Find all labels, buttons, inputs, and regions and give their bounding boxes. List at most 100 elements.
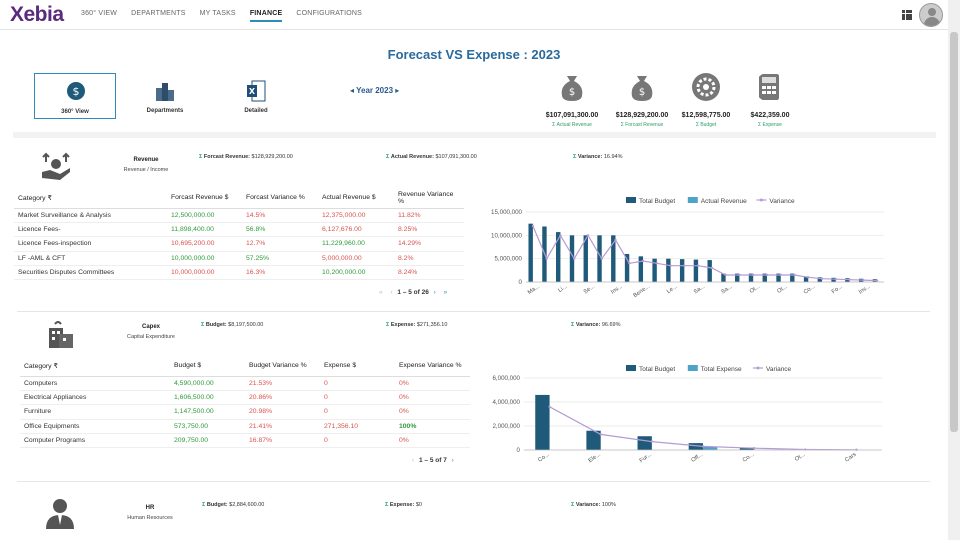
column-header[interactable]: Actual Revenue $ bbox=[318, 188, 394, 209]
bar-total-budget[interactable] bbox=[790, 273, 795, 282]
variance-point[interactable] bbox=[614, 238, 617, 242]
bar-total-budget[interactable] bbox=[748, 273, 754, 282]
variance-point[interactable] bbox=[820, 277, 824, 280]
legend-swatch[interactable] bbox=[687, 365, 698, 371]
next-page-icon[interactable]: › bbox=[451, 457, 454, 464]
variance-point[interactable] bbox=[531, 224, 535, 228]
variance-point[interactable] bbox=[807, 276, 810, 279]
bar-total-expense[interactable] bbox=[703, 446, 718, 450]
variance-point[interactable] bbox=[724, 273, 727, 277]
variance-point[interactable] bbox=[650, 440, 654, 443]
column-header[interactable]: Category ₹ bbox=[14, 188, 167, 209]
bar-total-budget[interactable] bbox=[569, 235, 575, 282]
variance-point[interactable] bbox=[779, 273, 782, 277]
column-header[interactable]: Forcast Revenue $ bbox=[167, 188, 242, 209]
year-selector[interactable]: ◂ Year 2023 ▸ bbox=[350, 86, 399, 95]
variance-point[interactable] bbox=[862, 278, 865, 282]
scrollbar-thumb[interactable] bbox=[950, 32, 958, 432]
variance-point[interactable] bbox=[875, 279, 879, 282]
view-360-button[interactable]: $ 360° View bbox=[34, 73, 116, 119]
column-header[interactable]: Expense $ bbox=[320, 356, 395, 377]
legend-label[interactable]: Total Budget bbox=[639, 366, 675, 373]
variance-point[interactable] bbox=[586, 234, 590, 237]
legend-swatch[interactable] bbox=[626, 197, 636, 203]
bar-total-budget[interactable] bbox=[679, 259, 685, 282]
variance-point[interactable] bbox=[548, 405, 551, 408]
variance-point[interactable] bbox=[600, 257, 603, 260]
variance-point[interactable] bbox=[628, 262, 631, 265]
variance-point[interactable] bbox=[848, 278, 851, 281]
variance-line[interactable] bbox=[532, 225, 878, 282]
bar-total-budget[interactable] bbox=[624, 254, 630, 282]
table-row[interactable]: Office Equipments 573,750.00 21.41% 271,356… bbox=[20, 419, 470, 435]
bar-total-budget[interactable] bbox=[721, 273, 726, 282]
user-avatar[interactable] bbox=[919, 3, 943, 27]
xebia-logo[interactable]: Xebia bbox=[10, 3, 64, 26]
variance-point[interactable] bbox=[572, 257, 576, 260]
variance-point[interactable] bbox=[701, 445, 705, 448]
legend-swatch[interactable] bbox=[687, 197, 698, 203]
bar-total-budget[interactable] bbox=[688, 443, 703, 450]
bar-total-budget[interactable] bbox=[831, 277, 836, 282]
nav-item-finance[interactable]: FINANCE bbox=[249, 10, 283, 22]
variance-point[interactable] bbox=[559, 234, 562, 237]
table-row[interactable]: Furniture 1,147,500.00 20.98% 0 0% bbox=[20, 404, 470, 420]
column-header[interactable]: Expense Variance % bbox=[395, 356, 470, 377]
table-row[interactable]: Licence Fees- 11,898,400.00 56.8% 6,127,676… bbox=[14, 222, 464, 238]
bar-total-budget[interactable] bbox=[652, 258, 657, 282]
bar-total-budget[interactable] bbox=[776, 273, 781, 282]
table-row[interactable]: Electrical Appliances 1,606,500.00 20.86% 0… bbox=[20, 390, 470, 406]
variance-point[interactable] bbox=[696, 264, 700, 267]
legend-label[interactable]: Variance bbox=[766, 366, 792, 373]
nav-item-departments[interactable]: DEPARTMENTS bbox=[131, 10, 186, 17]
bar-total-budget[interactable] bbox=[666, 258, 671, 282]
variance-point[interactable] bbox=[710, 266, 714, 270]
column-header[interactable]: Revenue Variance % bbox=[394, 188, 464, 209]
first-page-icon[interactable]: « bbox=[379, 289, 383, 296]
bar-total-budget[interactable] bbox=[597, 235, 602, 282]
departments-button[interactable]: Departments bbox=[124, 73, 206, 119]
bar-total-budget[interactable] bbox=[693, 259, 699, 282]
legend-label[interactable]: Variance bbox=[769, 198, 795, 205]
variance-point[interactable] bbox=[752, 447, 756, 450]
legend-label[interactable]: Actual Revenue bbox=[701, 198, 747, 205]
variance-point[interactable] bbox=[669, 264, 672, 267]
table-row[interactable]: Licence Fees-inspection 10,695,200.00 12.7… bbox=[14, 236, 464, 252]
bar-total-budget[interactable] bbox=[586, 430, 601, 450]
legend-label[interactable]: Total Expense bbox=[701, 366, 742, 373]
column-header[interactable]: Category ₹ bbox=[20, 356, 170, 377]
prev-page-icon[interactable]: ‹ bbox=[390, 289, 393, 296]
nav-item-configurations[interactable]: CONFIGURATIONS bbox=[296, 10, 362, 17]
column-header[interactable]: Forcast Variance % bbox=[242, 188, 318, 209]
legend-swatch[interactable] bbox=[626, 365, 636, 371]
variance-point[interactable] bbox=[683, 264, 686, 267]
table-row[interactable]: Computer Programs 209,750.00 16.87% 0 0% bbox=[20, 433, 470, 449]
last-page-icon[interactable]: » bbox=[443, 289, 448, 296]
column-header[interactable]: Budget Variance % bbox=[245, 356, 320, 377]
bar-total-budget[interactable] bbox=[762, 273, 767, 282]
prev-page-icon[interactable]: ‹ bbox=[412, 457, 415, 464]
prev-year-icon[interactable]: ◂ bbox=[350, 86, 355, 95]
bar-total-budget[interactable] bbox=[803, 276, 809, 282]
variance-point[interactable] bbox=[599, 433, 602, 436]
table-row[interactable]: LF -AML & CFT 10,000,000.00 57.25% 5,000,00… bbox=[14, 251, 464, 267]
apps-grid-icon[interactable] bbox=[902, 10, 912, 20]
bar-total-budget[interactable] bbox=[739, 447, 755, 450]
variance-point[interactable] bbox=[765, 273, 769, 277]
variance-point[interactable] bbox=[641, 259, 645, 263]
nav-item-360-view[interactable]: 360° VIEW bbox=[81, 10, 118, 17]
next-page-icon[interactable]: › bbox=[433, 289, 436, 296]
variance-point[interactable] bbox=[751, 273, 755, 277]
variance-point[interactable] bbox=[793, 273, 796, 277]
bar-total-budget[interactable] bbox=[638, 256, 644, 282]
next-year-icon[interactable]: ▸ bbox=[395, 86, 400, 95]
variance-point[interactable] bbox=[834, 278, 838, 281]
bar-total-budget[interactable] bbox=[611, 235, 616, 282]
variance-point[interactable] bbox=[545, 257, 548, 260]
variance-point[interactable] bbox=[738, 273, 741, 277]
table-row[interactable]: Securities Disputes Committees 10,000,000… bbox=[14, 265, 464, 281]
bar-total-budget[interactable] bbox=[535, 394, 550, 450]
bar-total-budget[interactable] bbox=[556, 232, 561, 282]
table-row[interactable]: Market Surveillance & Analysis 12,500,000… bbox=[14, 208, 464, 223]
bar-total-budget[interactable] bbox=[637, 436, 652, 450]
